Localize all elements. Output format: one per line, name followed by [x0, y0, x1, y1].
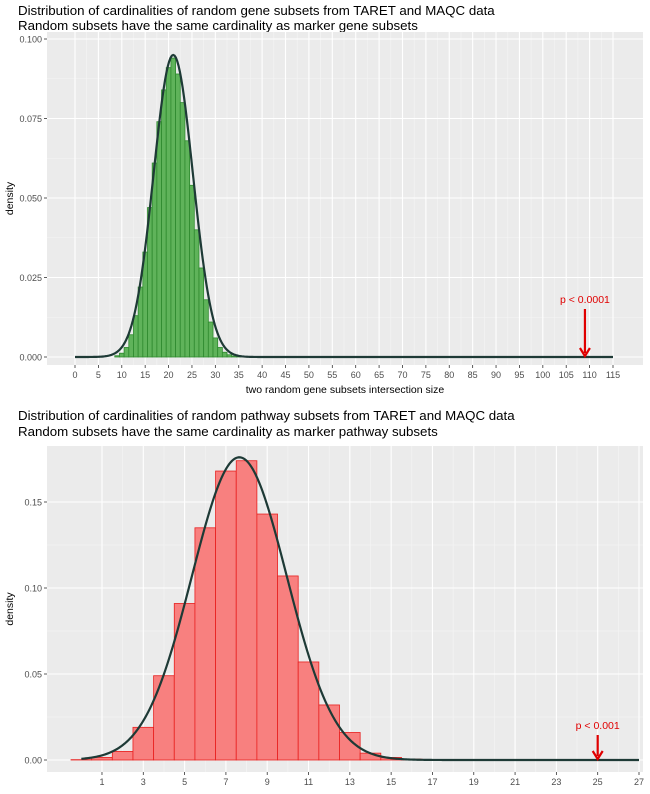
histogram-bar — [226, 354, 233, 358]
histogram-bar — [161, 89, 167, 358]
x-tick-label: 95 — [514, 370, 524, 380]
histogram-bar — [193, 229, 200, 358]
histogram-bar — [215, 470, 237, 761]
x-tick-label: 5 — [182, 777, 187, 787]
x-tick-label: 55 — [327, 370, 337, 380]
x-tick-label: 13 — [345, 777, 355, 787]
x-tick-label: 45 — [281, 370, 291, 380]
annotation-arrowhead — [591, 750, 604, 762]
annotation-arrowhead — [578, 347, 591, 359]
histogram-bar — [153, 675, 175, 761]
histogram-bar — [165, 67, 172, 358]
y-axis-label: density — [4, 181, 16, 215]
annotation-text: p < 0.001 — [576, 720, 620, 732]
y-tick-label: 0.050 — [19, 194, 42, 204]
x-tick-label: 0 — [72, 370, 77, 380]
histogram-bar — [123, 347, 130, 358]
x-tick-label: 20 — [164, 370, 174, 380]
annotation-text: p < 0.0001 — [560, 294, 610, 306]
x-tick-label: 30 — [210, 370, 220, 380]
x-tick-label: 115 — [606, 370, 620, 380]
x-tick-label: 23 — [551, 777, 561, 787]
x-tick-label: 25 — [187, 370, 197, 380]
y-tick-label: 0.100 — [19, 35, 42, 45]
x-tick-label: 10 — [117, 370, 127, 380]
density-curve — [75, 53, 613, 359]
histogram-bar — [170, 57, 176, 358]
histogram-bar — [133, 315, 139, 358]
x-tick-label: 100 — [535, 370, 550, 380]
histogram-bar — [207, 321, 214, 358]
x-tick-label: 50 — [304, 370, 314, 380]
chart-plot-area: 0.000 0.025 0.050 0.075 0.100 0 5 10 15 20 25 30 35 4… — [4, 32, 643, 396]
chart-title: Distribution of cardinalities of random … — [18, 408, 515, 423]
y-tick-label: 0.00 — [24, 756, 42, 766]
x-tick-label: 90 — [491, 370, 501, 380]
x-tick-label: 3 — [141, 777, 146, 787]
y-tick-label: 0.05 — [24, 670, 42, 680]
histogram-bar — [184, 140, 191, 358]
x-tick-label: 21 — [510, 777, 520, 787]
histogram-bar — [189, 184, 195, 358]
histogram-bar — [212, 337, 219, 358]
x-axis-label: two random gene subsets intersection siz… — [246, 384, 445, 396]
panel-background — [47, 446, 643, 772]
x-tick-label: 65 — [374, 370, 384, 380]
y-tick-label: 0.000 — [19, 353, 42, 363]
histogram-bar — [256, 513, 278, 761]
chart-gene-subsets: Distribution of cardinalities of random … — [0, 0, 650, 396]
histogram-bar — [235, 460, 258, 761]
chart-subtitle: Random subsets have the same cardinality… — [18, 18, 418, 33]
x-tick-label: 35 — [234, 370, 244, 380]
x-tick-label: 19 — [469, 777, 479, 787]
x-tick-label: 27 — [634, 777, 644, 787]
histogram-bar — [277, 575, 299, 761]
x-tick-label: 40 — [257, 370, 267, 380]
chart-pathway-subsets: Distribution of cardinalities of random … — [0, 404, 650, 794]
x-tick-label: 9 — [265, 777, 270, 787]
chart-plot-area: 0.000.050.100.151 3 5 7 9 11 13 15 17 19 21 23 25 27d… — [4, 446, 644, 787]
chart-subtitle: Random subsets have the same cardinality… — [18, 424, 438, 439]
histogram-bar — [217, 347, 223, 358]
x-tick-label: 110 — [582, 370, 596, 380]
x-tick-label: 80 — [444, 370, 454, 380]
x-tick-label: 5 — [96, 370, 101, 380]
histogram-bar — [151, 162, 158, 358]
x-tick-label: 1 — [99, 777, 104, 787]
histogram-bar — [198, 267, 205, 358]
x-tick-label: 60 — [351, 370, 361, 380]
x-tick-label: 7 — [223, 777, 228, 787]
y-axis-label: density — [4, 592, 16, 626]
y-tick-label: 0.10 — [24, 584, 42, 594]
y-tick-label: 0.025 — [19, 273, 42, 283]
x-tick-label: 105 — [559, 370, 574, 380]
histogram-bar — [194, 527, 216, 761]
chart-title: Distribution of cardinalities of random … — [18, 3, 495, 18]
histogram-bar — [221, 351, 228, 358]
x-tick-label: 15 — [386, 777, 396, 787]
x-tick-label: 75 — [421, 370, 431, 380]
histogram-bar — [128, 334, 134, 358]
y-tick-label: 0.15 — [24, 498, 42, 508]
histogram-bar — [318, 704, 340, 761]
histogram-bar — [175, 73, 181, 358]
histogram-bar — [119, 352, 125, 358]
histogram-bar — [203, 299, 209, 358]
x-tick-label: 15 — [140, 370, 150, 380]
x-tick-label: 85 — [468, 370, 478, 380]
x-tick-label: 70 — [397, 370, 407, 380]
x-tick-label: 11 — [304, 777, 313, 787]
x-tick-label: 25 — [593, 777, 603, 787]
histogram-bar — [156, 121, 162, 358]
density-curve — [81, 456, 639, 762]
histogram-bar — [111, 750, 134, 761]
y-tick-label: 0.075 — [19, 114, 42, 124]
histogram-bar — [339, 732, 361, 761]
x-tick-label: 17 — [427, 777, 437, 787]
histogram-bar — [114, 355, 120, 358]
histogram-bar — [179, 102, 186, 358]
